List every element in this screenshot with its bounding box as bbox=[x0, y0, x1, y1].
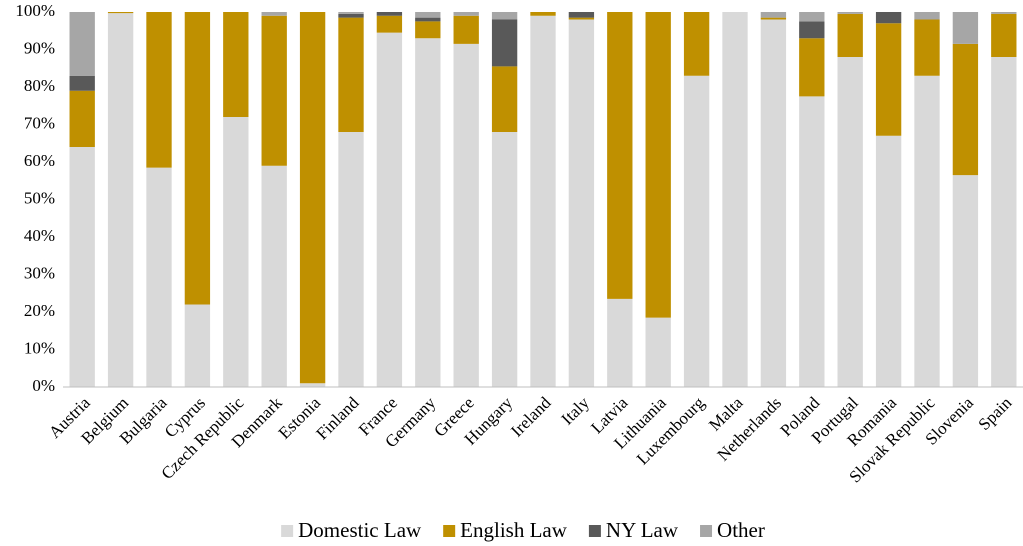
bar-segment bbox=[875, 12, 902, 24]
bar-segment bbox=[261, 165, 287, 387]
bar-segment bbox=[991, 13, 1017, 57]
bar-segment bbox=[799, 12, 825, 22]
bar-segment bbox=[453, 15, 479, 44]
bar-segment bbox=[760, 12, 787, 18]
bar-segment bbox=[69, 147, 95, 387]
bar-segment bbox=[299, 383, 326, 387]
bar-segment bbox=[376, 12, 403, 16]
bar-segment bbox=[530, 12, 556, 16]
y-tick-label: 70% bbox=[24, 113, 55, 132]
bar-segment bbox=[837, 57, 863, 387]
bar-segment bbox=[415, 12, 441, 18]
bar-segment bbox=[875, 23, 902, 136]
x-tick-label: Ireland bbox=[507, 393, 555, 441]
y-tick-label: 50% bbox=[24, 188, 55, 207]
bar-segment bbox=[338, 132, 364, 387]
bar-segment bbox=[261, 15, 287, 166]
bar-segment bbox=[453, 43, 479, 387]
bar-segment bbox=[799, 38, 825, 97]
bar-segment bbox=[952, 43, 979, 176]
y-tick-label: 10% bbox=[24, 338, 55, 357]
legend: Domestic Law English Law NY Law Other bbox=[281, 518, 765, 542]
legend-swatch bbox=[700, 525, 713, 537]
bar-segment bbox=[607, 298, 633, 387]
bar-segment bbox=[799, 96, 825, 387]
bar-segment bbox=[69, 90, 95, 147]
legend-swatch bbox=[281, 525, 294, 537]
y-tick-label: 60% bbox=[24, 151, 55, 170]
bar-segment bbox=[799, 21, 825, 39]
legend-label: Other bbox=[717, 518, 765, 542]
legend-label: NY Law bbox=[606, 518, 679, 542]
legend-swatch bbox=[443, 525, 456, 537]
bar-segment bbox=[914, 12, 940, 20]
bar-segment bbox=[991, 12, 1017, 14]
legend-label: Domestic Law bbox=[298, 518, 422, 542]
bar-segment bbox=[914, 19, 940, 76]
bar-segment bbox=[184, 12, 211, 305]
bar-segment bbox=[415, 38, 441, 387]
bar-segment bbox=[491, 132, 518, 387]
bar-segment bbox=[491, 12, 518, 20]
y-tick-label: 0% bbox=[32, 376, 55, 395]
bar-segment bbox=[914, 75, 940, 387]
y-tick-label: 20% bbox=[24, 301, 55, 320]
bar-segment bbox=[146, 167, 172, 387]
legend-swatch bbox=[588, 525, 601, 537]
bar-segment bbox=[568, 17, 595, 20]
bar-segment bbox=[223, 12, 249, 117]
bar-segment bbox=[69, 75, 95, 91]
bar-segment bbox=[376, 15, 403, 33]
y-tick-label: 80% bbox=[24, 76, 55, 95]
x-tick-label: Finland bbox=[312, 393, 363, 444]
bar-segment bbox=[530, 15, 556, 387]
bar-segment bbox=[415, 17, 441, 22]
bar-segment bbox=[991, 57, 1017, 387]
bar-segment bbox=[837, 12, 863, 14]
bar-segment bbox=[760, 19, 787, 387]
bar-segment bbox=[338, 13, 364, 18]
bar-segment bbox=[338, 17, 364, 132]
bar-segment bbox=[184, 304, 211, 387]
bar-segment bbox=[607, 12, 633, 299]
y-tick-label: 90% bbox=[24, 38, 55, 57]
bar-segment bbox=[69, 12, 95, 76]
bar-segment bbox=[491, 19, 518, 67]
bar-segment bbox=[645, 12, 671, 318]
bar-segment bbox=[760, 17, 787, 20]
bar-segment bbox=[415, 21, 441, 39]
bar-segment bbox=[453, 12, 479, 16]
x-tick-label: Spain bbox=[975, 393, 1016, 434]
bar-segment bbox=[146, 12, 172, 168]
bar-segment bbox=[338, 12, 364, 14]
bar-segment bbox=[837, 13, 863, 57]
bar-segment bbox=[491, 66, 518, 132]
bar-segment bbox=[952, 175, 979, 387]
bar-segment bbox=[568, 12, 595, 18]
bar-segment bbox=[299, 12, 326, 384]
y-tick-label: 30% bbox=[24, 263, 55, 282]
legend-label: English Law bbox=[460, 518, 568, 542]
y-tick-label: 100% bbox=[15, 1, 55, 20]
bar-segment bbox=[107, 12, 134, 14]
bar-segment bbox=[376, 32, 403, 387]
bar-segment bbox=[223, 117, 249, 387]
bar-segment bbox=[261, 12, 287, 16]
bar-segment bbox=[683, 12, 710, 76]
bar-segment bbox=[952, 12, 979, 44]
bar-segment bbox=[875, 135, 902, 387]
bar-segment bbox=[683, 75, 710, 387]
bar-segment bbox=[645, 317, 671, 387]
bar-segment bbox=[568, 19, 595, 387]
bar-segment bbox=[107, 13, 134, 387]
y-tick-label: 40% bbox=[24, 226, 55, 245]
bar-segment bbox=[722, 12, 748, 387]
